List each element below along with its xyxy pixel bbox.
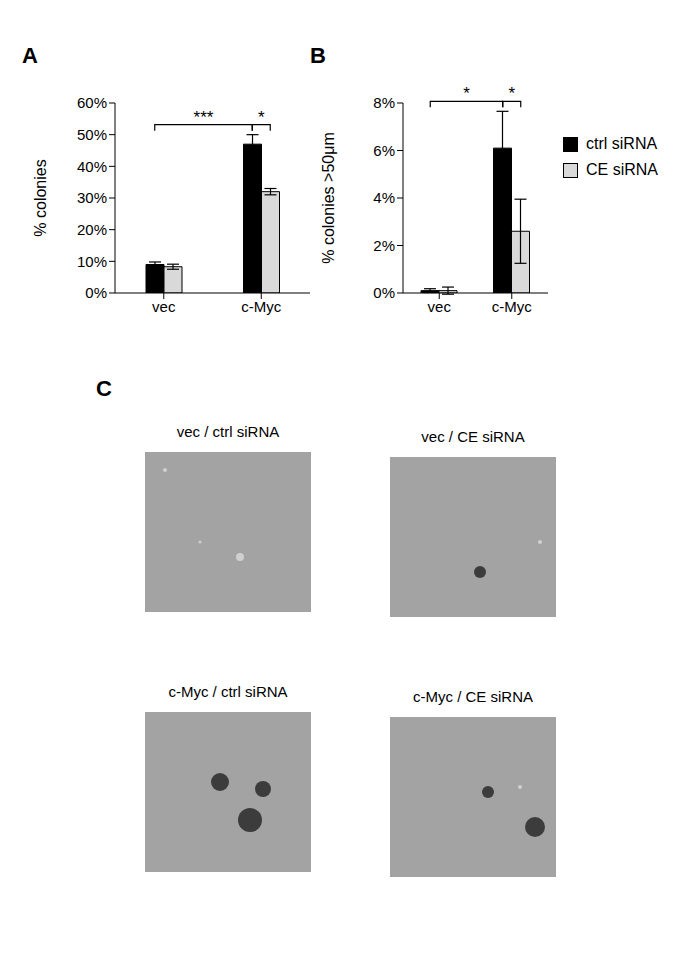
html-text:vec / ctrl siRNA: vec / ctrl siRNA — [176, 423, 280, 440]
svg-text:c-Myc: c-Myc — [241, 298, 281, 315]
html-text:C: C — [96, 376, 112, 401]
svg-text:50%: 50% — [77, 126, 107, 143]
svg-text:10%: 10% — [77, 253, 107, 270]
html-text:B: B — [310, 43, 326, 68]
svg-text:*: * — [508, 84, 515, 103]
html-text:vec / CE siRNA: vec / CE siRNA — [421, 428, 525, 445]
svg-text:% colonies: % colonies — [32, 159, 49, 236]
svg-text:2%: 2% — [373, 237, 395, 254]
svg-text:0%: 0% — [373, 284, 395, 301]
html-text:c-Myc / CE siRNA: c-Myc / CE siRNA — [413, 688, 533, 705]
svg-text:***: *** — [194, 108, 214, 127]
html-text:c-Myc / ctrl siRNA: c-Myc / ctrl siRNA — [168, 683, 288, 700]
svg-text:60%: 60% — [77, 94, 107, 111]
html-text:CE siRNA: CE siRNA — [586, 161, 658, 178]
svg-text:% colonies >50μm: % colonies >50μm — [320, 132, 337, 264]
html-text:ctrl siRNA: ctrl siRNA — [586, 135, 658, 152]
svg-text:6%: 6% — [373, 142, 395, 159]
svg-text:0%: 0% — [85, 284, 107, 301]
svg-text:vec: vec — [428, 298, 452, 315]
svg-text:30%: 30% — [77, 189, 107, 206]
svg-text:*: * — [463, 84, 470, 103]
svg-text:20%: 20% — [77, 221, 107, 238]
svg-text:*: * — [258, 108, 265, 127]
html-text:A: A — [22, 43, 38, 68]
svg-text:40%: 40% — [77, 158, 107, 175]
svg-text:8%: 8% — [373, 94, 395, 111]
svg-text:4%: 4% — [373, 189, 395, 206]
svg-text:c-Myc: c-Myc — [492, 298, 532, 315]
svg-text:vec: vec — [152, 298, 176, 315]
